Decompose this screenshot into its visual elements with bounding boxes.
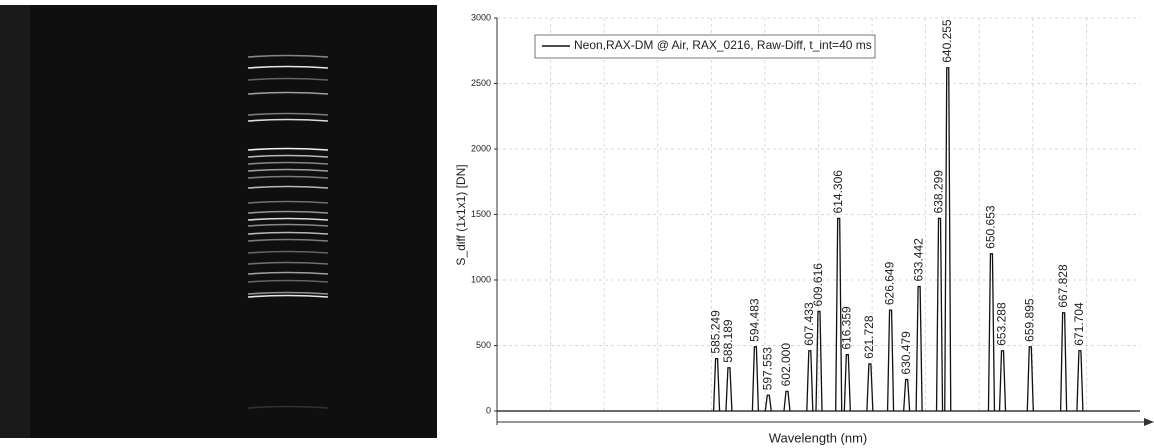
peak-label: 638.299: [932, 170, 946, 214]
spectral-peak: [937, 218, 943, 411]
peak-label: 597.553: [760, 347, 774, 391]
spectral-peak: [1027, 347, 1033, 411]
spectral-peak: [816, 311, 822, 411]
peak-label: 616.359: [839, 306, 853, 350]
peak-label: 633.442: [911, 238, 925, 282]
peak-label: 626.649: [883, 261, 897, 305]
peak-label: 594.483: [748, 298, 762, 342]
spectral-peak: [1061, 313, 1067, 411]
legend: Neon,RAX-DM @ Air, RAX_0216, Raw-Diff, t…: [535, 35, 875, 58]
peak-label: 671.704: [1072, 302, 1086, 346]
peak-label: 640.255: [940, 19, 954, 63]
y-axis-label: S_diff (1x1x1) [DN]: [454, 164, 468, 265]
figure: Neon,RAX-DM @ Air, RAX_0216, Raw-Diff, t…: [0, 0, 1154, 448]
spectral-peak: [765, 395, 771, 411]
detector-edge: [0, 5, 30, 438]
spectral-peak: [844, 355, 850, 411]
spectral-peak: [752, 347, 758, 411]
peak-label: 607.433: [802, 302, 816, 346]
peak-label: 659.895: [1022, 298, 1036, 342]
y-tick-label: 1500: [471, 209, 491, 219]
y-tick-label: 3000: [471, 12, 491, 22]
spectral-peak: [888, 310, 894, 411]
spectral-peak: [916, 287, 922, 411]
spectral-peak: [867, 364, 873, 411]
peak-label: 650.653: [984, 205, 998, 249]
x-axis-arrow: [1144, 418, 1154, 426]
peak-label: 667.828: [1056, 264, 1070, 308]
spectral-peak: [988, 254, 994, 411]
peak-label: 630.479: [899, 331, 913, 375]
spectral-peak: [1000, 351, 1006, 411]
y-tick-label: 0: [486, 405, 491, 415]
peak-label: 602.000: [779, 343, 793, 387]
y-tick-label: 2500: [471, 78, 491, 88]
spectral-peak: [945, 68, 951, 411]
spectral-peak: [784, 391, 790, 411]
spectral-peak: [726, 368, 732, 411]
detector-image: [0, 5, 437, 438]
peak-label: 588.189: [721, 319, 735, 363]
peak-label: 621.728: [862, 315, 876, 359]
y-tick-label: 500: [476, 340, 491, 350]
peak-label: 614.306: [831, 170, 845, 214]
legend-label: Neon,RAX-DM @ Air, RAX_0216, Raw-Diff, t…: [574, 38, 872, 52]
y-tick-label: 2000: [471, 143, 491, 153]
x-axis-label: Wavelength (nm): [769, 430, 868, 445]
spectral-peak: [904, 380, 910, 411]
spectral-peak: [1077, 351, 1083, 411]
peak-label: 609.616: [811, 263, 825, 307]
spectral-peak: [807, 351, 813, 411]
peak-label: 653.288: [995, 302, 1009, 346]
spectral-peak: [714, 359, 720, 411]
y-tick-label: 1000: [471, 274, 491, 284]
